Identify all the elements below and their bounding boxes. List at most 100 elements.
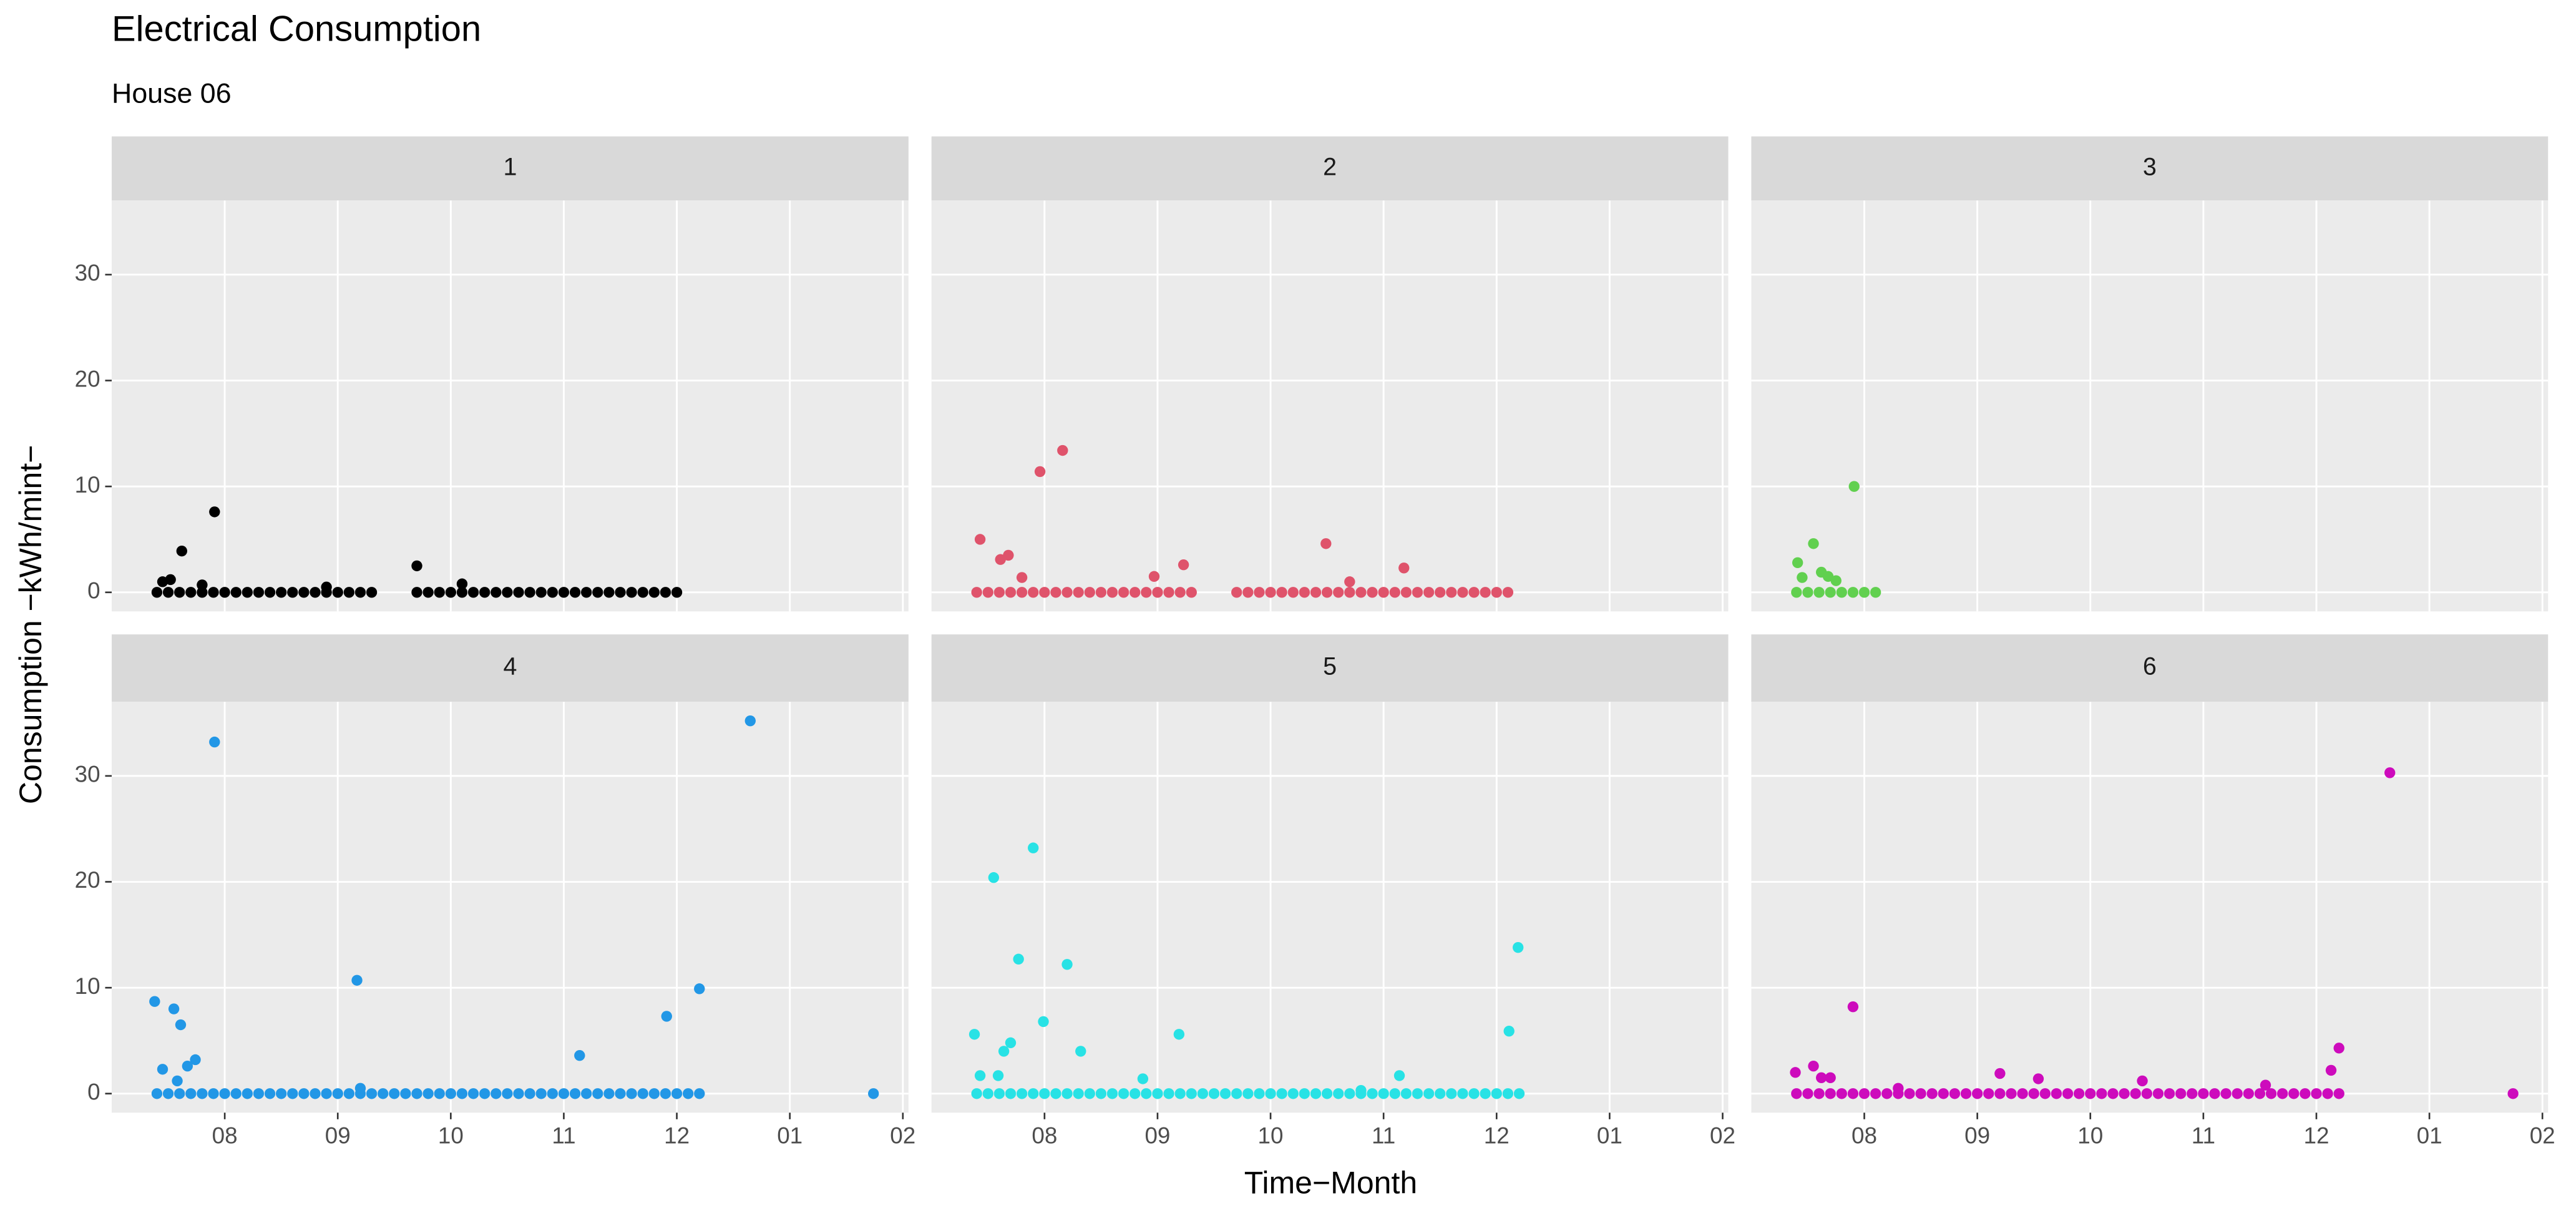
point	[558, 587, 570, 598]
point	[389, 1088, 400, 1099]
point	[1367, 587, 1378, 598]
point	[671, 587, 683, 598]
point	[2032, 1073, 2044, 1084]
point	[2220, 1088, 2232, 1099]
strip	[931, 136, 1729, 201]
point	[974, 534, 986, 545]
strip-label: 6	[2143, 653, 2157, 680]
point	[332, 1088, 343, 1099]
point	[378, 1088, 389, 1099]
point	[1320, 538, 1332, 549]
point	[1061, 587, 1073, 598]
point	[467, 1088, 479, 1099]
point	[637, 1088, 648, 1099]
point	[173, 1088, 185, 1099]
point	[332, 587, 343, 598]
x-tick-label: 01	[2417, 1123, 2442, 1149]
point	[968, 1029, 980, 1040]
point	[1412, 1088, 1423, 1099]
point	[208, 587, 219, 598]
point	[2325, 1064, 2337, 1076]
point	[1287, 1088, 1299, 1099]
strip-label: 5	[1323, 653, 1337, 680]
point	[298, 587, 310, 598]
point	[2333, 1043, 2344, 1054]
point	[569, 1088, 581, 1099]
point	[2260, 1079, 2271, 1091]
point	[1446, 1088, 1457, 1099]
point	[1016, 587, 1028, 598]
point	[615, 587, 626, 598]
point	[209, 506, 220, 518]
point	[1050, 1088, 1061, 1099]
point	[173, 587, 185, 598]
point	[1926, 1088, 1938, 1099]
y-tick-label: 20	[75, 867, 100, 893]
point	[1242, 587, 1254, 598]
point	[574, 1050, 585, 1061]
x-tick-label: 02	[2530, 1123, 2555, 1149]
point	[569, 587, 581, 598]
point	[253, 1088, 265, 1099]
point	[603, 1088, 615, 1099]
point	[1808, 538, 1819, 549]
point	[1802, 1088, 1813, 1099]
point	[1254, 1088, 1265, 1099]
panel-background	[112, 200, 909, 612]
point	[547, 1088, 559, 1099]
point	[490, 587, 502, 598]
point	[2507, 1088, 2519, 1099]
panel-background	[1751, 702, 2549, 1113]
point	[660, 587, 671, 598]
point	[1038, 1016, 1049, 1028]
point	[1457, 1088, 1468, 1099]
x-tick-label: 08	[212, 1123, 238, 1149]
point	[1797, 572, 1808, 583]
point	[276, 1088, 287, 1099]
point	[1013, 953, 1024, 965]
point	[1152, 1088, 1163, 1099]
point	[648, 587, 660, 598]
point	[998, 1046, 1010, 1057]
point	[2288, 1088, 2300, 1099]
point	[1005, 1037, 1017, 1049]
panel-background	[112, 702, 909, 1113]
point	[502, 1088, 513, 1099]
x-tick-label: 10	[2077, 1123, 2103, 1149]
point	[230, 1088, 242, 1099]
point	[1468, 587, 1480, 598]
point	[1016, 1088, 1028, 1099]
point	[1870, 587, 1881, 598]
point	[165, 574, 176, 586]
point	[1858, 1088, 1870, 1099]
point	[626, 1088, 637, 1099]
point	[1491, 1088, 1502, 1099]
strip	[931, 634, 1729, 702]
point	[1344, 1088, 1355, 1099]
point	[2017, 1088, 2028, 1099]
point	[149, 996, 160, 1007]
point	[2006, 1088, 2017, 1099]
point	[502, 587, 513, 598]
point	[422, 587, 434, 598]
point	[2107, 1088, 2119, 1099]
point	[1208, 1088, 1220, 1099]
point	[2130, 1088, 2141, 1099]
point	[1186, 587, 1197, 598]
point	[1050, 587, 1061, 598]
point	[592, 587, 603, 598]
point	[744, 715, 756, 727]
point	[1870, 1088, 1881, 1099]
x-axis-title: Time−Month	[1244, 1165, 1418, 1200]
point	[219, 1088, 230, 1099]
point	[456, 587, 468, 598]
point	[1791, 1088, 1802, 1099]
point	[1994, 1088, 2006, 1099]
point	[1174, 587, 1186, 598]
point	[1960, 1088, 1972, 1099]
point	[1858, 587, 1870, 598]
point	[1344, 587, 1355, 598]
point	[2096, 1088, 2107, 1099]
point	[1152, 587, 1163, 598]
point	[1825, 1088, 1836, 1099]
